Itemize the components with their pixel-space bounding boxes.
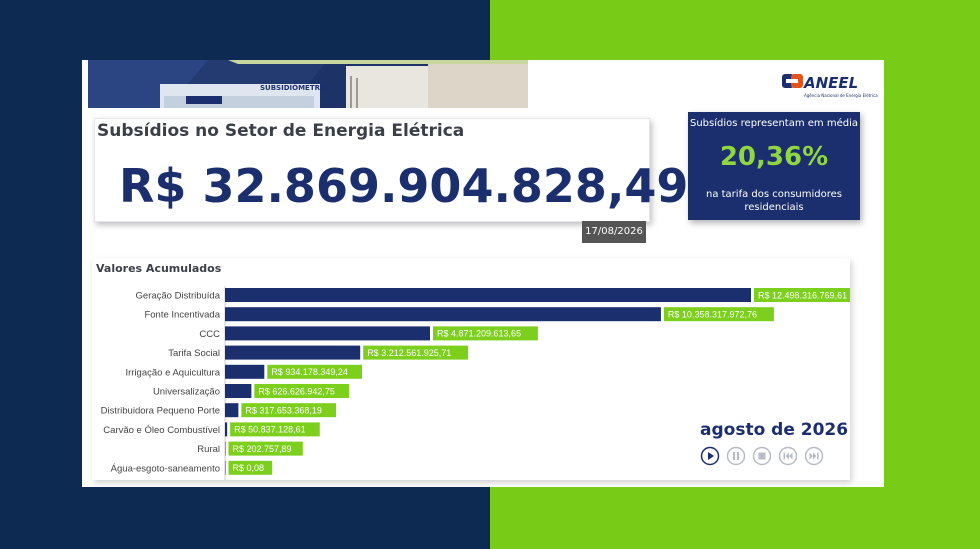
stat-top-text: Subsídios representam em média (690, 118, 858, 129)
value-label: R$ 4.871.209.613,65 (437, 329, 521, 339)
bar-chart: Geração Distribuída R$ 12.498.316.769,61 F… (101, 286, 850, 480)
category-label: CCC (199, 329, 220, 340)
category-label: Tarifa Social (168, 348, 220, 359)
category-label: Universalização (153, 387, 220, 398)
value-label: R$ 10.358.317.972,76 (668, 310, 757, 320)
play-icon[interactable] (700, 446, 720, 466)
value-label-bg (754, 288, 850, 302)
banner-photo: SUBSIDIÔMETRO (88, 60, 528, 108)
skip-forward-icon[interactable] (804, 446, 824, 466)
bar[interactable] (225, 345, 361, 360)
value-label: R$ 626.626.942,75 (258, 386, 335, 396)
logo-subtitle: Agência Nacional de Energia Elétrica (804, 93, 878, 98)
value-label-bg (254, 384, 350, 398)
value-label: R$ 0,08 (233, 463, 265, 473)
stat-card: Subsídios representam em média 20,36% na… (688, 112, 860, 220)
stat-bottom-text: na tarifa dos consumidores residenciais (705, 189, 842, 213)
pause-icon[interactable] (726, 446, 746, 466)
aneel-logo: ANEEL Agência Nacional de Energia Elétri… (780, 70, 880, 100)
page-title: Subsídios no Setor de Energia Elétrica (97, 121, 465, 141)
category-label: Geração Distribuída (136, 291, 221, 302)
category-label: Carvão e Óleo Combustível (103, 425, 220, 436)
total-card: Subsídios no Setor de Energia Elétrica R… (94, 118, 688, 222)
bar[interactable] (225, 460, 226, 475)
value-label-bg (228, 441, 303, 456)
value-label-bg (433, 326, 538, 341)
header-banner: SUBSIDIÔMETRO ANEEL Agência Nacional de … (82, 60, 884, 108)
value-label-bg (228, 460, 273, 475)
bar[interactable] (225, 441, 226, 456)
bar[interactable] (225, 326, 431, 341)
category-label: Água-esgoto-saneamento (111, 463, 220, 474)
bar[interactable] (225, 364, 265, 379)
category-label: Distribuidora Pequeno Porte (101, 406, 220, 417)
month-label: agosto de 2026 (700, 420, 849, 440)
value-label-bg (267, 364, 363, 379)
stat-percent: 20,36% (719, 142, 829, 172)
skip-back-icon[interactable] (778, 446, 798, 466)
dashboard-panel: SUBSIDIÔMETRO ANEEL Agência Nacional de … (82, 60, 884, 487)
bar[interactable] (225, 307, 661, 322)
value-label: R$ 50.837.128,61 (234, 425, 306, 435)
chart-title: Valores Acumulados (96, 262, 222, 275)
value-label: R$ 317.653.368,19 (245, 406, 322, 416)
value-label-bg (663, 307, 774, 322)
value-label-bg (230, 422, 320, 437)
bar[interactable] (225, 403, 239, 418)
value-label: R$ 202.757,89 (233, 444, 292, 454)
value-label: R$ 3.212.561.925,71 (367, 348, 451, 358)
value-label-bg (363, 345, 469, 360)
total-value: R$ 32.869.904.828,49 (119, 159, 689, 213)
bar[interactable] (225, 384, 252, 398)
logo-text: ANEEL (804, 74, 859, 92)
value-label: R$ 12.498.316.769,61 (758, 290, 847, 300)
value-label-bg (241, 403, 337, 418)
category-label: Fonte Incentivada (144, 310, 220, 321)
value-label: R$ 934.178.349,24 (271, 367, 348, 377)
bar[interactable] (225, 422, 228, 437)
stop-icon[interactable] (752, 446, 772, 466)
banner-caption: SUBSIDIÔMETRO (260, 84, 326, 92)
date-badge: 17/08/2026 (582, 221, 646, 243)
category-label: Rural (197, 444, 220, 455)
bar[interactable] (225, 288, 751, 302)
chart-card: Valores Acumulados Geração Distribuída R$… (92, 258, 850, 480)
category-label: Irrigação e Aquicultura (125, 367, 220, 378)
